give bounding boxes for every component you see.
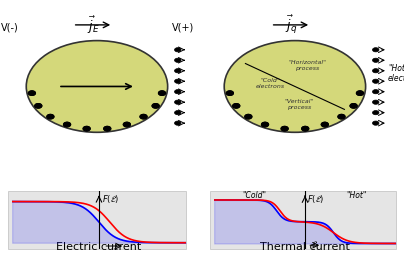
Text: $F(\mathcal{E})$: $F(\mathcal{E})$ xyxy=(307,193,324,205)
Text: $\vec{j}_q$: $\vec{j}_q$ xyxy=(285,14,297,36)
Circle shape xyxy=(152,103,159,108)
Text: "Hot"
electrons: "Hot" electrons xyxy=(388,64,404,83)
Text: $\mathcal{E}$: $\mathcal{E}$ xyxy=(113,242,120,252)
Circle shape xyxy=(158,91,166,95)
Bar xyxy=(210,191,396,249)
Circle shape xyxy=(28,91,36,95)
Circle shape xyxy=(175,69,181,73)
Circle shape xyxy=(281,126,288,131)
Circle shape xyxy=(338,114,345,119)
Circle shape xyxy=(140,114,147,119)
Circle shape xyxy=(175,100,181,104)
Circle shape xyxy=(63,122,71,127)
Circle shape xyxy=(261,122,269,127)
Circle shape xyxy=(372,58,379,62)
Circle shape xyxy=(224,41,366,132)
Circle shape xyxy=(245,114,252,119)
Text: "Hot": "Hot" xyxy=(346,191,366,200)
Circle shape xyxy=(226,91,234,95)
Circle shape xyxy=(140,114,147,119)
Circle shape xyxy=(321,122,328,127)
Circle shape xyxy=(83,126,90,131)
Circle shape xyxy=(281,126,288,131)
Circle shape xyxy=(47,114,54,119)
Circle shape xyxy=(175,48,181,52)
Circle shape xyxy=(338,114,345,119)
Text: Electric current: Electric current xyxy=(56,242,142,252)
Circle shape xyxy=(372,100,379,104)
Circle shape xyxy=(123,122,130,127)
Circle shape xyxy=(158,91,166,95)
Circle shape xyxy=(350,103,357,108)
Circle shape xyxy=(152,103,159,108)
Circle shape xyxy=(28,91,36,95)
Circle shape xyxy=(372,69,379,73)
Bar xyxy=(8,191,186,249)
Circle shape xyxy=(26,41,168,132)
Circle shape xyxy=(321,122,328,127)
Circle shape xyxy=(123,122,130,127)
Circle shape xyxy=(35,103,42,108)
Circle shape xyxy=(372,111,379,115)
Circle shape xyxy=(175,111,181,115)
Circle shape xyxy=(35,103,42,108)
Text: $\vec{j}_E$: $\vec{j}_E$ xyxy=(87,14,99,36)
Text: $\mathcal{E}$: $\mathcal{E}$ xyxy=(311,239,318,249)
Circle shape xyxy=(301,126,309,131)
Circle shape xyxy=(175,58,181,62)
Circle shape xyxy=(175,90,181,94)
Text: Thermal current: Thermal current xyxy=(260,242,350,252)
Circle shape xyxy=(350,103,357,108)
Text: "Cold"
electrons: "Cold" electrons xyxy=(256,78,285,89)
Circle shape xyxy=(301,126,309,131)
Circle shape xyxy=(356,91,364,95)
Circle shape xyxy=(233,103,240,108)
Circle shape xyxy=(233,103,240,108)
Text: "Cold": "Cold" xyxy=(242,191,266,200)
Circle shape xyxy=(372,90,379,94)
Text: V(+): V(+) xyxy=(172,23,194,33)
Text: "Horizontal"
process: "Horizontal" process xyxy=(288,60,326,71)
Circle shape xyxy=(372,48,379,52)
Circle shape xyxy=(175,79,181,83)
Circle shape xyxy=(103,126,111,131)
Text: V(-): V(-) xyxy=(0,23,18,33)
Circle shape xyxy=(175,121,181,125)
Circle shape xyxy=(103,126,111,131)
Circle shape xyxy=(226,91,234,95)
Circle shape xyxy=(47,114,54,119)
Text: $F(\mathcal{E})$: $F(\mathcal{E})$ xyxy=(101,194,119,205)
Circle shape xyxy=(372,121,379,125)
Text: "Vertical"
process: "Vertical" process xyxy=(284,99,314,110)
Circle shape xyxy=(261,122,269,127)
Circle shape xyxy=(245,114,252,119)
Circle shape xyxy=(372,79,379,83)
Circle shape xyxy=(356,91,364,95)
Circle shape xyxy=(83,126,90,131)
Circle shape xyxy=(63,122,71,127)
